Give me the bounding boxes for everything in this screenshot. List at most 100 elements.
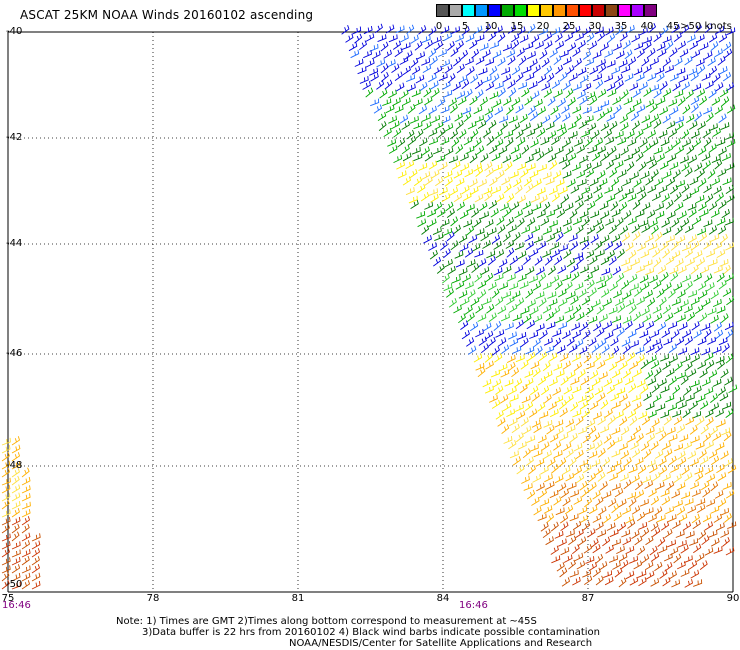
wind-barb (698, 289, 708, 299)
wind-barb (673, 305, 683, 315)
wind-barb (516, 297, 525, 307)
wind-barb (543, 370, 553, 379)
wind-barb (682, 104, 691, 115)
wind-barb (694, 162, 703, 172)
wind-barb (517, 26, 526, 36)
wind-barb (492, 50, 502, 59)
wind-barb (508, 87, 517, 98)
wind-barb (597, 471, 606, 482)
wind-barb (611, 345, 620, 356)
wind-barb (687, 202, 697, 211)
wind-barb (606, 465, 616, 474)
wind-barb (586, 32, 595, 43)
wind-barb (623, 96, 633, 106)
wind-barb (658, 457, 667, 466)
wind-barb (616, 272, 625, 283)
wind-barb (691, 240, 700, 251)
wind-barb (595, 575, 604, 586)
wind-barb (580, 376, 590, 386)
wind-barb (716, 217, 726, 226)
wind-barb (686, 257, 695, 267)
wind-barb (718, 66, 728, 75)
wind-barb (627, 56, 637, 66)
wind-barb (695, 472, 704, 482)
wind-barb (606, 194, 616, 203)
wind-barb (711, 155, 721, 164)
wind-barb (383, 49, 392, 59)
wind-barb (674, 57, 683, 67)
wind-barb (592, 543, 601, 554)
wind-barb (716, 249, 726, 258)
wind-barb (467, 121, 477, 130)
wind-barb (525, 72, 535, 81)
wind-barb (608, 306, 618, 315)
wind-barb (574, 338, 584, 348)
wind-barb (646, 433, 656, 443)
legend-label: 25 (562, 21, 576, 32)
wind-barb (636, 379, 646, 388)
wind-barb (562, 330, 571, 340)
wind-barb (657, 321, 667, 332)
wind-barb (410, 57, 419, 68)
wind-barb (473, 353, 483, 363)
wind-barb (670, 240, 679, 251)
wind-barb (510, 201, 520, 211)
wind-barb (604, 241, 614, 251)
wind-barb (677, 289, 686, 299)
wind-barb (606, 82, 616, 92)
wind-barb (562, 81, 571, 91)
wind-barb (578, 120, 588, 129)
wind-barb (31, 533, 41, 542)
wind-barb (414, 40, 423, 51)
wind-barb (675, 530, 685, 538)
wind-barb (588, 287, 597, 298)
wind-barb (506, 296, 515, 306)
wind-barb (517, 137, 526, 147)
wind-barb (542, 304, 552, 314)
wind-barb (678, 513, 688, 523)
wind-barb (572, 353, 581, 362)
wind-barb (477, 367, 486, 378)
wind-barb (577, 394, 587, 403)
wind-barb (486, 250, 496, 259)
wind-barb (495, 249, 505, 259)
wind-barb (471, 263, 480, 274)
wind-barb (573, 304, 582, 315)
wind-barb (639, 274, 649, 284)
wind-barb (401, 120, 410, 130)
wind-barb (572, 409, 582, 418)
legend-swatch (527, 4, 540, 17)
wind-barb (635, 128, 644, 139)
wind-barb (661, 193, 670, 203)
wind-barb (464, 88, 473, 99)
wind-barb (560, 547, 570, 556)
wind-barb (676, 235, 686, 244)
wind-barb (679, 48, 689, 58)
wind-barb (485, 360, 494, 370)
wind-barb (718, 200, 727, 210)
wind-barb (401, 42, 411, 51)
wind-barb (634, 457, 644, 466)
wind-barb (494, 273, 504, 282)
wind-barb (583, 193, 593, 202)
wind-barb (11, 549, 21, 558)
wind-barb (689, 400, 698, 410)
wind-barb (484, 106, 494, 116)
wind-barb (645, 176, 654, 186)
wind-barb (687, 450, 697, 460)
wind-barb (695, 195, 705, 204)
wind-barb (713, 513, 723, 523)
wind-barb (630, 111, 640, 122)
wind-barb (696, 504, 706, 513)
wind-barb (1, 460, 11, 470)
wind-barb (665, 255, 675, 265)
wind-barb (641, 56, 650, 67)
wind-barb (596, 360, 606, 370)
wind-barb (440, 25, 450, 34)
wind-barb (543, 419, 553, 428)
wind-barb (453, 304, 462, 314)
wind-barb (532, 64, 541, 74)
wind-barb (647, 129, 656, 139)
wind-barb (634, 42, 644, 51)
wind-barb (639, 81, 648, 91)
